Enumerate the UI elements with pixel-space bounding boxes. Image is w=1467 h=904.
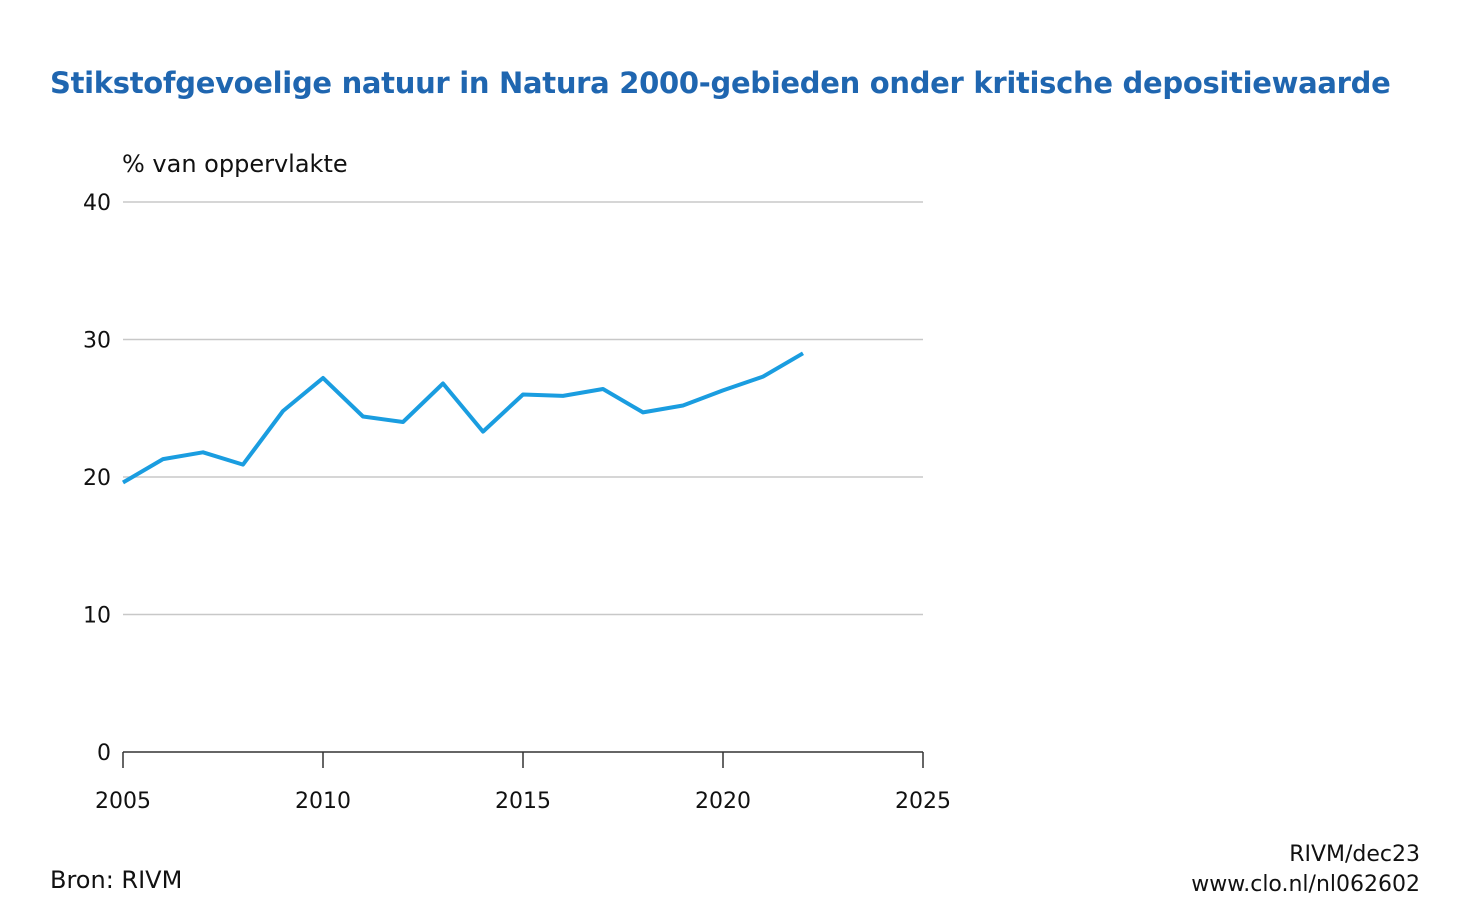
series-line-0 xyxy=(121,351,805,485)
y-axis-label: % van oppervlakte xyxy=(122,150,348,178)
y-tick-labels: 0 10 20 30 40 xyxy=(83,191,111,766)
x-tick-label-2005: 2005 xyxy=(95,789,151,814)
credit-line-1: RIVM/dec23 xyxy=(1289,842,1420,867)
chart-title: Stikstofgevoelige natuur in Natura 2000-… xyxy=(50,66,1391,100)
y-tick-label-40: 40 xyxy=(83,191,111,216)
x-tick-label-2015: 2015 xyxy=(495,789,551,814)
axes xyxy=(122,751,924,768)
series-group xyxy=(121,351,805,485)
y-tick-label-0: 0 xyxy=(97,741,111,766)
x-tick-label-2020: 2020 xyxy=(695,789,751,814)
x-tick-label-2010: 2010 xyxy=(295,789,351,814)
x-tick-label-2025: 2025 xyxy=(895,789,951,814)
y-tick-label-30: 30 xyxy=(83,329,111,354)
y-tick-label-20: 20 xyxy=(83,466,111,491)
source-note: Bron: RIVM xyxy=(50,866,183,894)
credit-line-2: www.clo.nl/nl062602 xyxy=(1191,872,1420,897)
credit-block: RIVM/dec23 www.clo.nl/nl062602 xyxy=(1191,840,1420,900)
gridlines xyxy=(123,201,923,616)
x-tick-labels: 2005 2010 2015 2020 2025 xyxy=(95,789,951,814)
y-tick-label-10: 10 xyxy=(83,604,111,629)
